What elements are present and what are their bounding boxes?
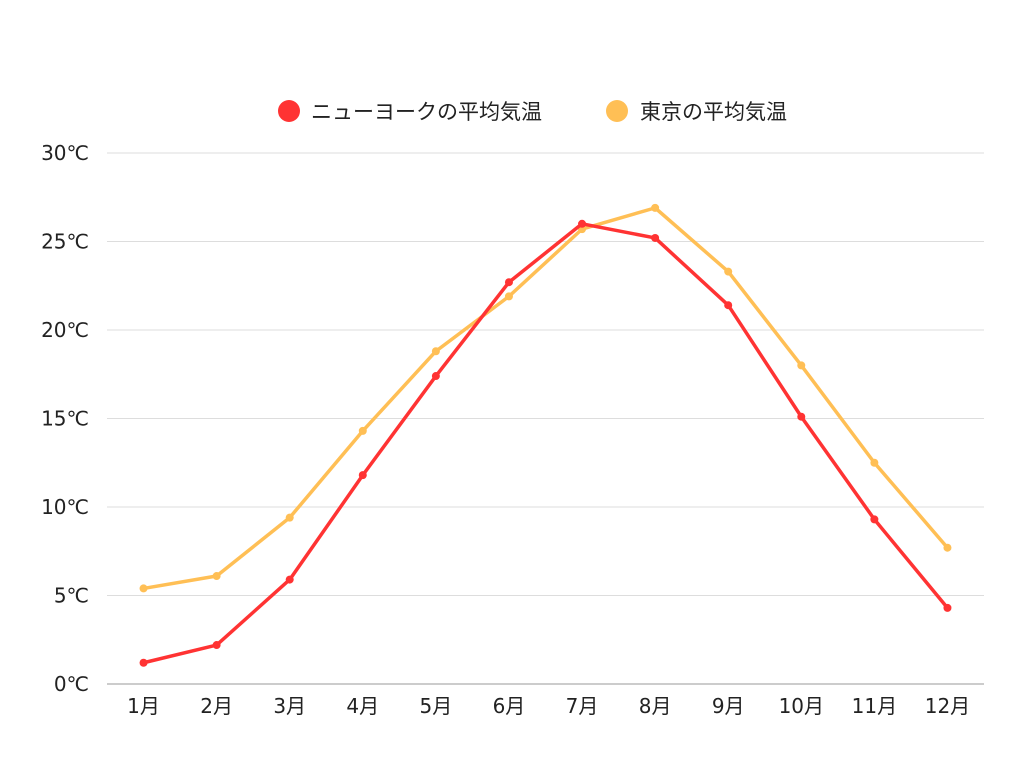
data-point bbox=[504, 292, 513, 301]
series-tokyo bbox=[139, 203, 952, 593]
y-tick-label: 30℃ bbox=[41, 141, 89, 165]
x-tick-label: 7月 bbox=[566, 694, 599, 718]
y-tick-label: 20℃ bbox=[41, 318, 89, 342]
data-point bbox=[285, 575, 294, 584]
x-tick-label: 4月 bbox=[346, 694, 379, 718]
legend: ニューヨークの平均気温 東京の平均気温 bbox=[278, 100, 787, 124]
axes: 0℃ 5℃ 10℃ 15℃ 20℃ 25℃ 30℃ 1月 2月 3月 4月 5月 6月 7月 8月 9月 10月… bbox=[41, 141, 984, 718]
legend-item[interactable]: 東京の平均気温 bbox=[606, 100, 787, 124]
series-layer bbox=[139, 203, 952, 667]
data-point bbox=[651, 233, 660, 242]
data-point bbox=[358, 426, 367, 435]
data-point bbox=[212, 572, 221, 581]
x-tick-label: 3月 bbox=[273, 694, 306, 718]
data-point bbox=[504, 278, 513, 287]
data-point bbox=[724, 267, 733, 276]
series-new-york bbox=[139, 219, 952, 667]
legend-marker bbox=[606, 100, 628, 122]
legend-item[interactable]: ニューヨークの平均気温 bbox=[278, 100, 542, 124]
data-point bbox=[943, 603, 952, 612]
data-point bbox=[578, 219, 587, 228]
series-line bbox=[141, 222, 950, 665]
x-tick-label: 10月 bbox=[779, 694, 824, 718]
y-tick-label: 25℃ bbox=[41, 230, 89, 254]
data-point bbox=[431, 372, 440, 381]
data-point bbox=[870, 515, 879, 524]
x-tick-label: 11月 bbox=[852, 694, 897, 718]
legend-label: ニューヨークの平均気温 bbox=[311, 100, 542, 124]
data-point bbox=[651, 203, 660, 212]
x-tick-label: 12月 bbox=[925, 694, 970, 718]
series-line bbox=[141, 206, 950, 591]
data-point bbox=[358, 471, 367, 480]
legend-marker bbox=[278, 100, 300, 122]
data-point bbox=[724, 301, 733, 310]
data-point bbox=[139, 584, 148, 593]
data-point bbox=[139, 658, 148, 667]
x-tick-label: 1月 bbox=[127, 694, 160, 718]
data-point bbox=[431, 347, 440, 356]
grid-lines bbox=[107, 152, 984, 596]
x-tick-label: 2月 bbox=[200, 694, 233, 718]
data-point bbox=[943, 543, 952, 552]
x-tick-label: 6月 bbox=[493, 694, 526, 718]
data-point bbox=[797, 361, 806, 370]
y-tick-label: 0℃ bbox=[54, 672, 89, 696]
data-point bbox=[797, 412, 806, 421]
y-tick-label: 15℃ bbox=[41, 407, 89, 431]
legend-label: 東京の平均気温 bbox=[640, 100, 787, 124]
data-point bbox=[212, 641, 221, 650]
x-tick-label: 9月 bbox=[712, 694, 745, 718]
data-point bbox=[870, 458, 879, 467]
x-tick-label: 8月 bbox=[639, 694, 672, 718]
y-tick-label: 10℃ bbox=[41, 495, 89, 519]
x-tick-label: 5月 bbox=[420, 694, 453, 718]
y-tick-label: 5℃ bbox=[54, 584, 89, 608]
data-point bbox=[285, 513, 294, 522]
